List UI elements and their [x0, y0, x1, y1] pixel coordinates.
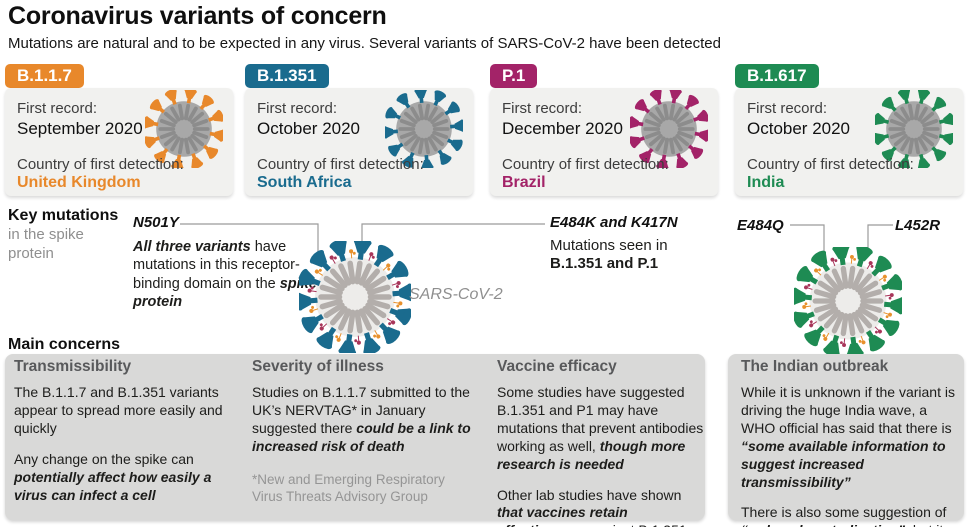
- variant-badge-b1351: B.1.351: [245, 64, 329, 88]
- concern-paragraph: Studies on B.1.1.7 submitted to the UK’s…: [252, 384, 471, 454]
- mutation-label-n501y: N501Y: [133, 214, 179, 231]
- concern-paragraph: Other lab studies have shown that vaccin…: [497, 486, 687, 527]
- virus-icon: [627, 87, 711, 171]
- country-detection-label: Country of first detection:: [257, 156, 424, 173]
- concern-paragraph: While it is unknown if the variant is dr…: [741, 384, 955, 490]
- variant-badge-b1617: B.1.617: [735, 64, 819, 88]
- concern-title: Vaccine efficacy: [497, 358, 617, 375]
- variant-card-b1351: First record: October 2020 Country of fi…: [245, 87, 473, 196]
- concern-title: Transmissibility: [14, 358, 132, 375]
- concern-indian-outbreak: The Indian outbreak While it is unknown …: [741, 358, 955, 527]
- country-value: South Africa: [257, 174, 352, 191]
- mutation-label-e484k-k417n: E484K and K417N: [550, 214, 678, 231]
- country-detection-label: Country of first detection:: [17, 156, 184, 173]
- indian-outbreak-panel: [728, 354, 964, 520]
- sars-cov-2-virus-illustration: [295, 237, 415, 357]
- first-record-label: First record:: [502, 100, 583, 117]
- main-concerns-panel: [5, 354, 705, 520]
- variant-card-b117: First record: September 2020 Country of …: [5, 87, 233, 196]
- first-record-label: First record:: [17, 100, 98, 117]
- concern-severity: Severity of illness Studies on B.1.1.7 s…: [252, 358, 476, 469]
- key-mutations-heading: Key mutations: [8, 207, 119, 224]
- first-record-value: October 2020: [747, 119, 851, 138]
- concern-paragraph: Some studies have suggested B.1.351 and …: [497, 384, 704, 472]
- first-record-label: First record:: [747, 100, 828, 117]
- sars-cov-2-label: SARS-CoV-2: [409, 286, 503, 303]
- mutation-desc-n501y: All three variants have mutations in thi…: [133, 239, 317, 310]
- country-value: Brazil: [502, 174, 546, 191]
- country-value: United Kingdom: [17, 174, 141, 191]
- virus-icon: [142, 87, 226, 171]
- mutation-label-l452r: L452R: [895, 217, 941, 234]
- page-title: Coronavirus variants of concern: [8, 2, 387, 30]
- country-detection-label: Country of first detection:: [747, 156, 914, 173]
- variant-card-b1617: First record: October 2020 Country of fi…: [735, 88, 963, 196]
- mutation-label-e484q: E484Q: [737, 217, 784, 234]
- concern-transmissibility: Transmissibility The B.1.1.7 and B.1.351…: [14, 358, 226, 517]
- key-mutations-subheading: in the spike protein: [8, 226, 84, 262]
- first-record-value: December 2020: [502, 119, 623, 138]
- concern-vaccine-efficacy: Vaccine efficacy Some studies have sugge…: [497, 358, 707, 527]
- variant-badge-p1: P.1: [490, 64, 538, 88]
- b1617-virus-illustration: [790, 243, 906, 359]
- nervtag-footnote: *New and Emerging Respiratory Virus Thre…: [252, 472, 445, 504]
- first-record-value: September 2020: [17, 119, 143, 138]
- concern-paragraph: The B.1.1.7 and B.1.351 variants appear …: [14, 384, 223, 436]
- main-concerns-heading: Main concerns: [8, 336, 121, 353]
- variant-badge-b117: B.1.1.7: [5, 64, 84, 88]
- page-subtitle: Mutations are natural and to be expected…: [8, 35, 721, 52]
- country-value: India: [747, 174, 785, 191]
- first-record-value: October 2020: [257, 119, 361, 138]
- virus-icon: [873, 88, 955, 170]
- virus-icon: [382, 87, 466, 171]
- concern-paragraph: There is also some suggestion of “reduce…: [741, 504, 947, 527]
- variant-card-p1: First record: December 2020 Country of f…: [490, 87, 718, 196]
- first-record-label: First record:: [257, 100, 338, 117]
- concern-title: The Indian outbreak: [741, 358, 889, 375]
- mutation-desc-e484k-line2: B.1.351 and P.1: [550, 255, 659, 272]
- concern-paragraph: Any change on the spike can potentially …: [14, 450, 212, 503]
- mutation-desc-e484k-line1: Mutations seen in: [550, 237, 668, 254]
- concern-title: Severity of illness: [252, 358, 384, 375]
- country-detection-label: Country of first detection:: [502, 156, 669, 173]
